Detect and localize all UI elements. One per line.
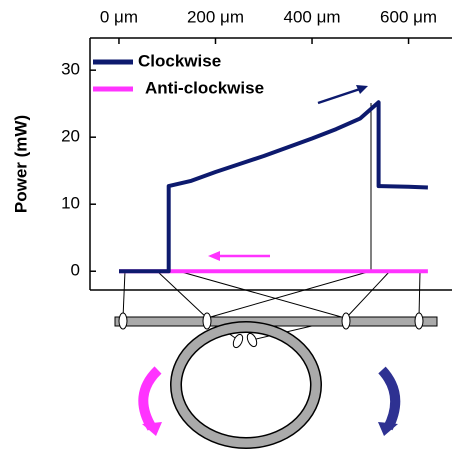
y-tick-label: 30 [61, 60, 80, 79]
x-tick-label: 0 μm [100, 7, 138, 26]
x-tick-label: 200 μm [187, 7, 244, 26]
y-tick-label: 20 [61, 127, 80, 146]
y-axis-label: Power (mW) [11, 115, 30, 213]
legend-label: Clockwise [138, 51, 221, 70]
x-tick-label: 400 μm [284, 7, 341, 26]
x-tick-label: 600 μm [380, 7, 437, 26]
y-tick-label: 10 [61, 194, 80, 213]
legend-label: Anti-clockwise [145, 78, 264, 97]
data-line [119, 100, 428, 274]
y-tick-label: 0 [71, 261, 80, 280]
direction-arrows [208, 85, 368, 261]
device-diagram [114, 103, 438, 449]
